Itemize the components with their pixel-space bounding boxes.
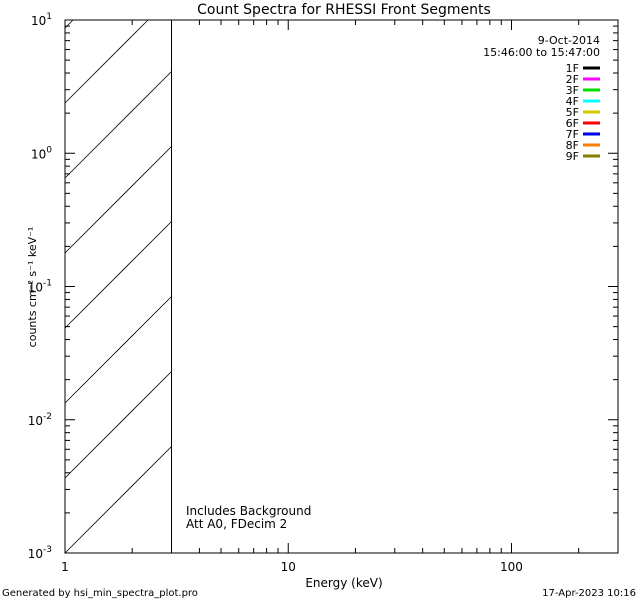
y-tick-label: 10-3 <box>28 545 52 561</box>
x-tick-label: 1 <box>61 560 69 574</box>
legend-label-7F: 7F <box>566 128 579 141</box>
y-tick-label: 100 <box>31 145 52 161</box>
y-tick-label: 101 <box>31 12 52 28</box>
legend-label-6F: 6F <box>566 117 579 130</box>
y-axis-label: counts cm⁻² s⁻¹ keV⁻¹ <box>26 227 39 348</box>
hatch-line <box>64 146 172 254</box>
y-tick-label: 10-2 <box>28 412 52 428</box>
hatch-region <box>64 19 173 554</box>
time-range-label: 15:46:00 to 15:47:00 <box>483 46 600 59</box>
legend-label-5F: 5F <box>566 106 579 119</box>
legend-label-1F: 1F <box>566 62 579 75</box>
chart-title: Count Spectra for RHESSI Front Segments <box>197 2 491 18</box>
plot-frame <box>64 19 619 554</box>
hatch-line <box>64 71 172 179</box>
note-attenuator: Att A0, FDecim 2 <box>186 517 287 531</box>
x-tick-label: 100 <box>500 560 523 574</box>
hatch-line <box>64 296 172 404</box>
hatch-line <box>64 371 172 479</box>
legend-label-9F: 9F <box>566 150 579 163</box>
legend-label-8F: 8F <box>566 139 579 152</box>
footer-timestamp: 17-Apr-2023 10:16 <box>542 588 636 599</box>
date-label: 9-Oct-2014 <box>538 34 600 47</box>
footer-generator: Generated by hsi_min_spectra_plot.pro <box>2 588 198 599</box>
note-background: Includes Background <box>186 504 311 518</box>
hatch-line <box>64 446 172 554</box>
hatch-line <box>64 221 172 329</box>
legend-label-4F: 4F <box>566 95 579 108</box>
hatch-line <box>64 19 149 104</box>
legend-label-2F: 2F <box>566 73 579 86</box>
hatch-line <box>64 19 74 29</box>
legend-label-3F: 3F <box>566 84 579 97</box>
x-tick-label: 10 <box>281 560 296 574</box>
x-axis-label: Energy (keV) <box>305 576 382 590</box>
